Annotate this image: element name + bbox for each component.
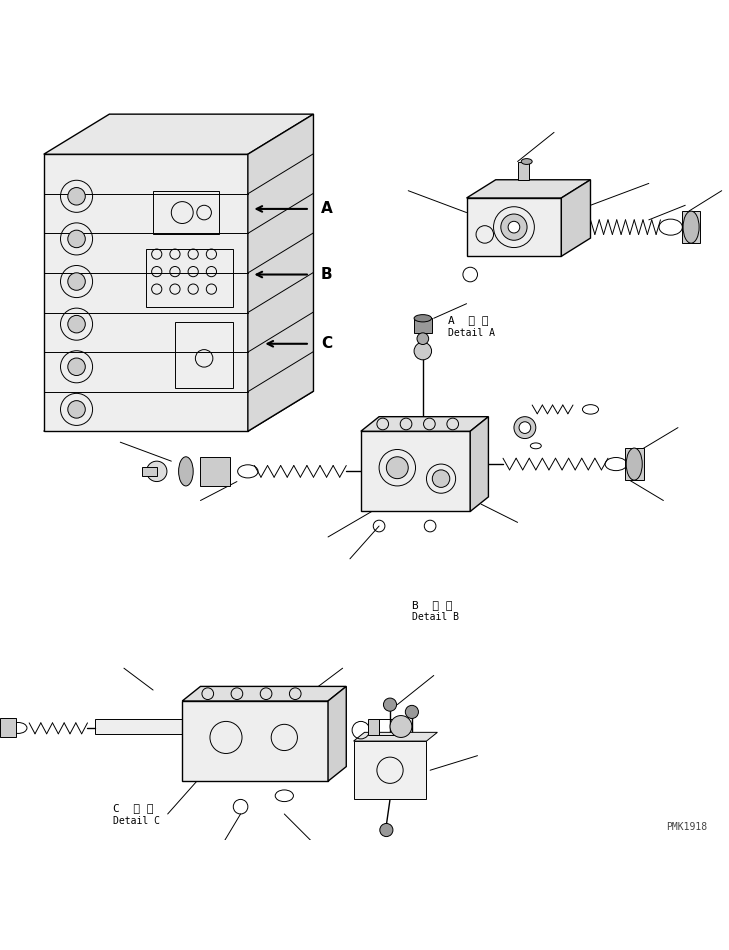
Circle shape (390, 715, 412, 737)
Polygon shape (95, 719, 182, 733)
Bar (518, 162, 529, 180)
Circle shape (432, 470, 450, 487)
Bar (153, 191, 219, 235)
Polygon shape (44, 154, 248, 431)
Polygon shape (467, 198, 561, 256)
Polygon shape (354, 732, 437, 741)
Text: C  詳 細: C 詳 細 (113, 803, 154, 813)
Circle shape (414, 342, 432, 360)
Bar (368, 719, 379, 735)
Polygon shape (248, 114, 313, 431)
Text: A  詳 細: A 詳 細 (448, 315, 489, 326)
Bar (175, 322, 233, 388)
Circle shape (386, 457, 408, 479)
Polygon shape (182, 687, 346, 701)
Bar (625, 448, 644, 480)
Bar (379, 719, 397, 735)
Ellipse shape (626, 448, 642, 480)
Text: PMK1918: PMK1918 (666, 822, 707, 832)
Ellipse shape (683, 211, 699, 243)
Polygon shape (354, 741, 426, 799)
Text: Detail B: Detail B (412, 612, 459, 622)
Ellipse shape (521, 159, 532, 164)
Circle shape (68, 401, 85, 418)
Circle shape (405, 705, 418, 718)
Circle shape (68, 273, 85, 291)
Polygon shape (467, 180, 590, 198)
Bar (142, 467, 157, 476)
Bar (414, 318, 432, 332)
Text: A: A (321, 201, 332, 217)
Bar (200, 457, 230, 486)
Bar (682, 211, 700, 243)
Polygon shape (361, 431, 470, 511)
Circle shape (68, 358, 85, 375)
Circle shape (380, 824, 393, 837)
Polygon shape (561, 180, 590, 256)
Text: B: B (321, 267, 332, 282)
Circle shape (68, 315, 85, 332)
Polygon shape (44, 114, 313, 154)
Circle shape (508, 221, 520, 233)
Circle shape (383, 698, 397, 712)
Circle shape (514, 417, 536, 439)
Bar (0, 718, 16, 737)
Text: C: C (321, 336, 332, 351)
Circle shape (501, 214, 527, 240)
Polygon shape (328, 687, 346, 781)
Circle shape (519, 422, 531, 433)
Circle shape (417, 332, 429, 345)
Circle shape (68, 230, 85, 248)
Circle shape (147, 461, 167, 482)
Ellipse shape (179, 457, 193, 486)
Text: B  詳 細: B 詳 細 (412, 599, 453, 610)
Circle shape (68, 187, 85, 205)
Text: Detail A: Detail A (448, 328, 495, 338)
Polygon shape (182, 701, 328, 781)
Polygon shape (470, 417, 488, 511)
Text: Detail C: Detail C (113, 815, 160, 826)
Polygon shape (44, 391, 313, 431)
Ellipse shape (414, 314, 432, 322)
Bar (146, 249, 233, 308)
Polygon shape (361, 417, 488, 431)
